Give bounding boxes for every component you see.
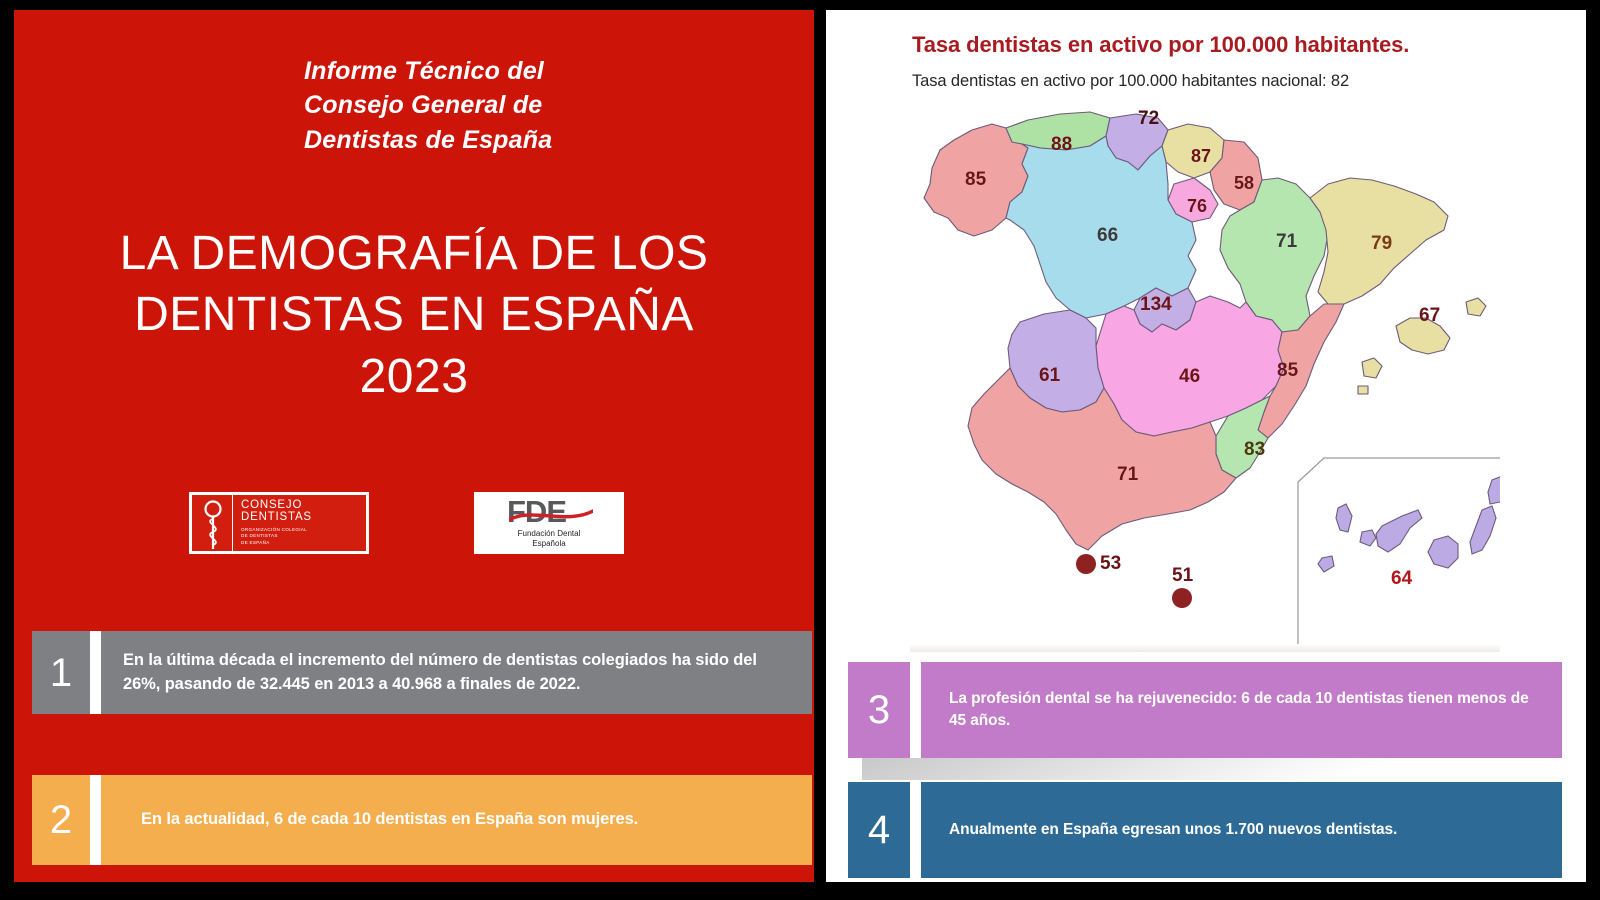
item-number: 3 bbox=[848, 662, 910, 758]
item-number: 4 bbox=[848, 782, 910, 878]
region-balears-formentera bbox=[1357, 385, 1369, 395]
canary-tenerife bbox=[1375, 509, 1423, 553]
canary-la-gomera bbox=[1359, 529, 1377, 547]
item-body: Anualmente en España egresan unos 1.700 … bbox=[921, 782, 1562, 878]
logo-row: CONSEJO DENTISTAS ORGANIZACIÓN COLEGIAL … bbox=[184, 492, 644, 554]
region-andalucia bbox=[967, 367, 1237, 551]
fde-swoosh-icon bbox=[509, 508, 593, 522]
item-number: 1 bbox=[32, 631, 90, 714]
page-title: LA DEMOGRAFÍA DE LOS DENTISTAS EN ESPAÑA… bbox=[44, 223, 784, 407]
list-item[interactable]: 1 En la última década el incremento del … bbox=[32, 631, 812, 714]
item-body: En la actualidad, 6 de cada 10 dentistas… bbox=[101, 775, 812, 865]
map-label-andalucia: 71 bbox=[1117, 464, 1139, 485]
consejo-logo-line-3c: DE ESPAÑA bbox=[241, 539, 270, 545]
canary-fuerteventura bbox=[1469, 505, 1497, 555]
map-label-murcia: 83 bbox=[1244, 439, 1266, 460]
region-illes-balears bbox=[1395, 317, 1451, 355]
region-cataluna bbox=[1309, 177, 1449, 305]
region-balears-ibiza bbox=[1361, 357, 1383, 379]
consejo-dentistas-logo: CONSEJO DENTISTAS ORGANIZACIÓN COLEGIAL … bbox=[189, 492, 369, 554]
item-number: 2 bbox=[32, 775, 90, 865]
item-divider bbox=[90, 631, 101, 714]
map-label-cantabria: 72 bbox=[1138, 108, 1160, 129]
map-slide-panel: Tasa dentistas en activo por 100.000 hab… bbox=[826, 10, 1586, 882]
map-label-ceuta: 53 bbox=[1100, 553, 1122, 574]
spain-choropleth-map[interactable]: 85 88 72 87 58 76 66 71 79 134 46 61 85 … bbox=[910, 106, 1500, 652]
cover-slide-panel: Informe Técnico del Consejo General de D… bbox=[14, 10, 814, 882]
map-label-galicia: 85 bbox=[965, 169, 987, 190]
consejo-logo-line-3a: ORGANIZACIÓN COLEGIAL bbox=[241, 526, 308, 532]
map-label-illes-balears: 67 bbox=[1419, 305, 1441, 326]
list-item[interactable]: 4 Anualmente en España egresan unos 1.70… bbox=[848, 782, 1562, 878]
item-text: En la actualidad, 6 de cada 10 dentistas… bbox=[141, 810, 639, 829]
map-title: Tasa dentistas en activo por 100.000 hab… bbox=[912, 32, 1410, 57]
cover-title-line-2: DENTISTAS EN ESPAÑA bbox=[134, 288, 694, 342]
list-item[interactable]: 3 La profesión dental se ha rejuvenecido… bbox=[848, 662, 1562, 758]
canary-la-palma bbox=[1335, 503, 1353, 533]
asclepius-rod-icon bbox=[192, 495, 233, 551]
fundacion-dental-espanola-logo: FDE Fundación Dental Española bbox=[474, 492, 624, 554]
map-label-pais-vasco: 87 bbox=[1191, 146, 1212, 166]
fde-caption-line-1: Fundación Dental bbox=[517, 528, 581, 538]
cover-title-line-3: 2023 bbox=[359, 349, 469, 403]
item-text: La profesión dental se ha rejuvenecido: … bbox=[949, 690, 1529, 729]
item-divider bbox=[910, 662, 921, 758]
canary-lanzarote bbox=[1487, 476, 1500, 505]
map-label-comunidad-valenciana: 85 bbox=[1277, 360, 1299, 381]
map-label-navarra: 58 bbox=[1234, 173, 1255, 193]
canary-gran-canaria bbox=[1427, 535, 1459, 569]
item-body: En la última década el incremento del nú… bbox=[101, 631, 812, 714]
cover-subtitle-line-3: Dentistas de España bbox=[304, 125, 553, 154]
item-text: En la última década el incremento del nú… bbox=[123, 651, 757, 693]
item-divider bbox=[910, 782, 921, 878]
fde-letters: FDE bbox=[507, 493, 567, 529]
consejo-logo-line-3b: DE DENTISTAS bbox=[241, 533, 278, 539]
cover-subtitle: Informe Técnico del Consejo General de D… bbox=[304, 54, 774, 157]
map-label-cataluna: 79 bbox=[1371, 233, 1393, 254]
canary-islands-inset bbox=[1297, 457, 1500, 652]
item-body: La profesión dental se ha rejuvenecido: … bbox=[921, 662, 1562, 758]
map-label-castilla-la-mancha: 46 bbox=[1179, 366, 1201, 387]
fde-caption: Fundación Dental Española bbox=[518, 529, 581, 549]
cover-subtitle-line-1: Informe Técnico del bbox=[304, 57, 544, 85]
region-balears-menorca bbox=[1465, 297, 1487, 317]
map-label-aragon: 71 bbox=[1276, 231, 1298, 252]
region-comunidad-valenciana bbox=[1257, 303, 1345, 439]
marker-ceuta bbox=[1076, 554, 1096, 574]
map-label-la-rioja: 76 bbox=[1187, 196, 1208, 216]
cover-subtitle-line-2: Consejo General de bbox=[304, 91, 543, 120]
fde-caption-line-2: Española bbox=[532, 538, 566, 548]
map-label-madrid: 134 bbox=[1140, 294, 1172, 315]
consejo-logo-line-1: CONSEJO bbox=[241, 498, 303, 511]
map-label-extremadura: 61 bbox=[1039, 365, 1061, 386]
consejo-logo-line-2: DENTISTAS bbox=[241, 511, 312, 524]
list-item[interactable]: 2 En la actualidad, 6 de cada 10 dentist… bbox=[32, 775, 812, 865]
map-subtitle: Tasa dentistas en activo por 100.000 hab… bbox=[912, 72, 1350, 90]
item-divider bbox=[90, 775, 101, 865]
canary-el-hierro bbox=[1317, 555, 1335, 573]
cover-title-line-1: LA DEMOGRAFÍA DE LOS bbox=[119, 227, 709, 280]
map-label-melilla: 51 bbox=[1172, 565, 1194, 586]
map-label-asturias: 88 bbox=[1051, 134, 1073, 155]
marker-melilla bbox=[1172, 588, 1192, 608]
map-label-castilla-y-leon: 66 bbox=[1097, 225, 1119, 246]
map-label-canarias: 64 bbox=[1391, 568, 1413, 589]
consejo-logo-line-3: ORGANIZACIÓN COLEGIAL DE DENTISTAS DE ES… bbox=[241, 527, 312, 547]
item-text: Anualmente en España egresan unos 1.700 … bbox=[949, 821, 1398, 838]
